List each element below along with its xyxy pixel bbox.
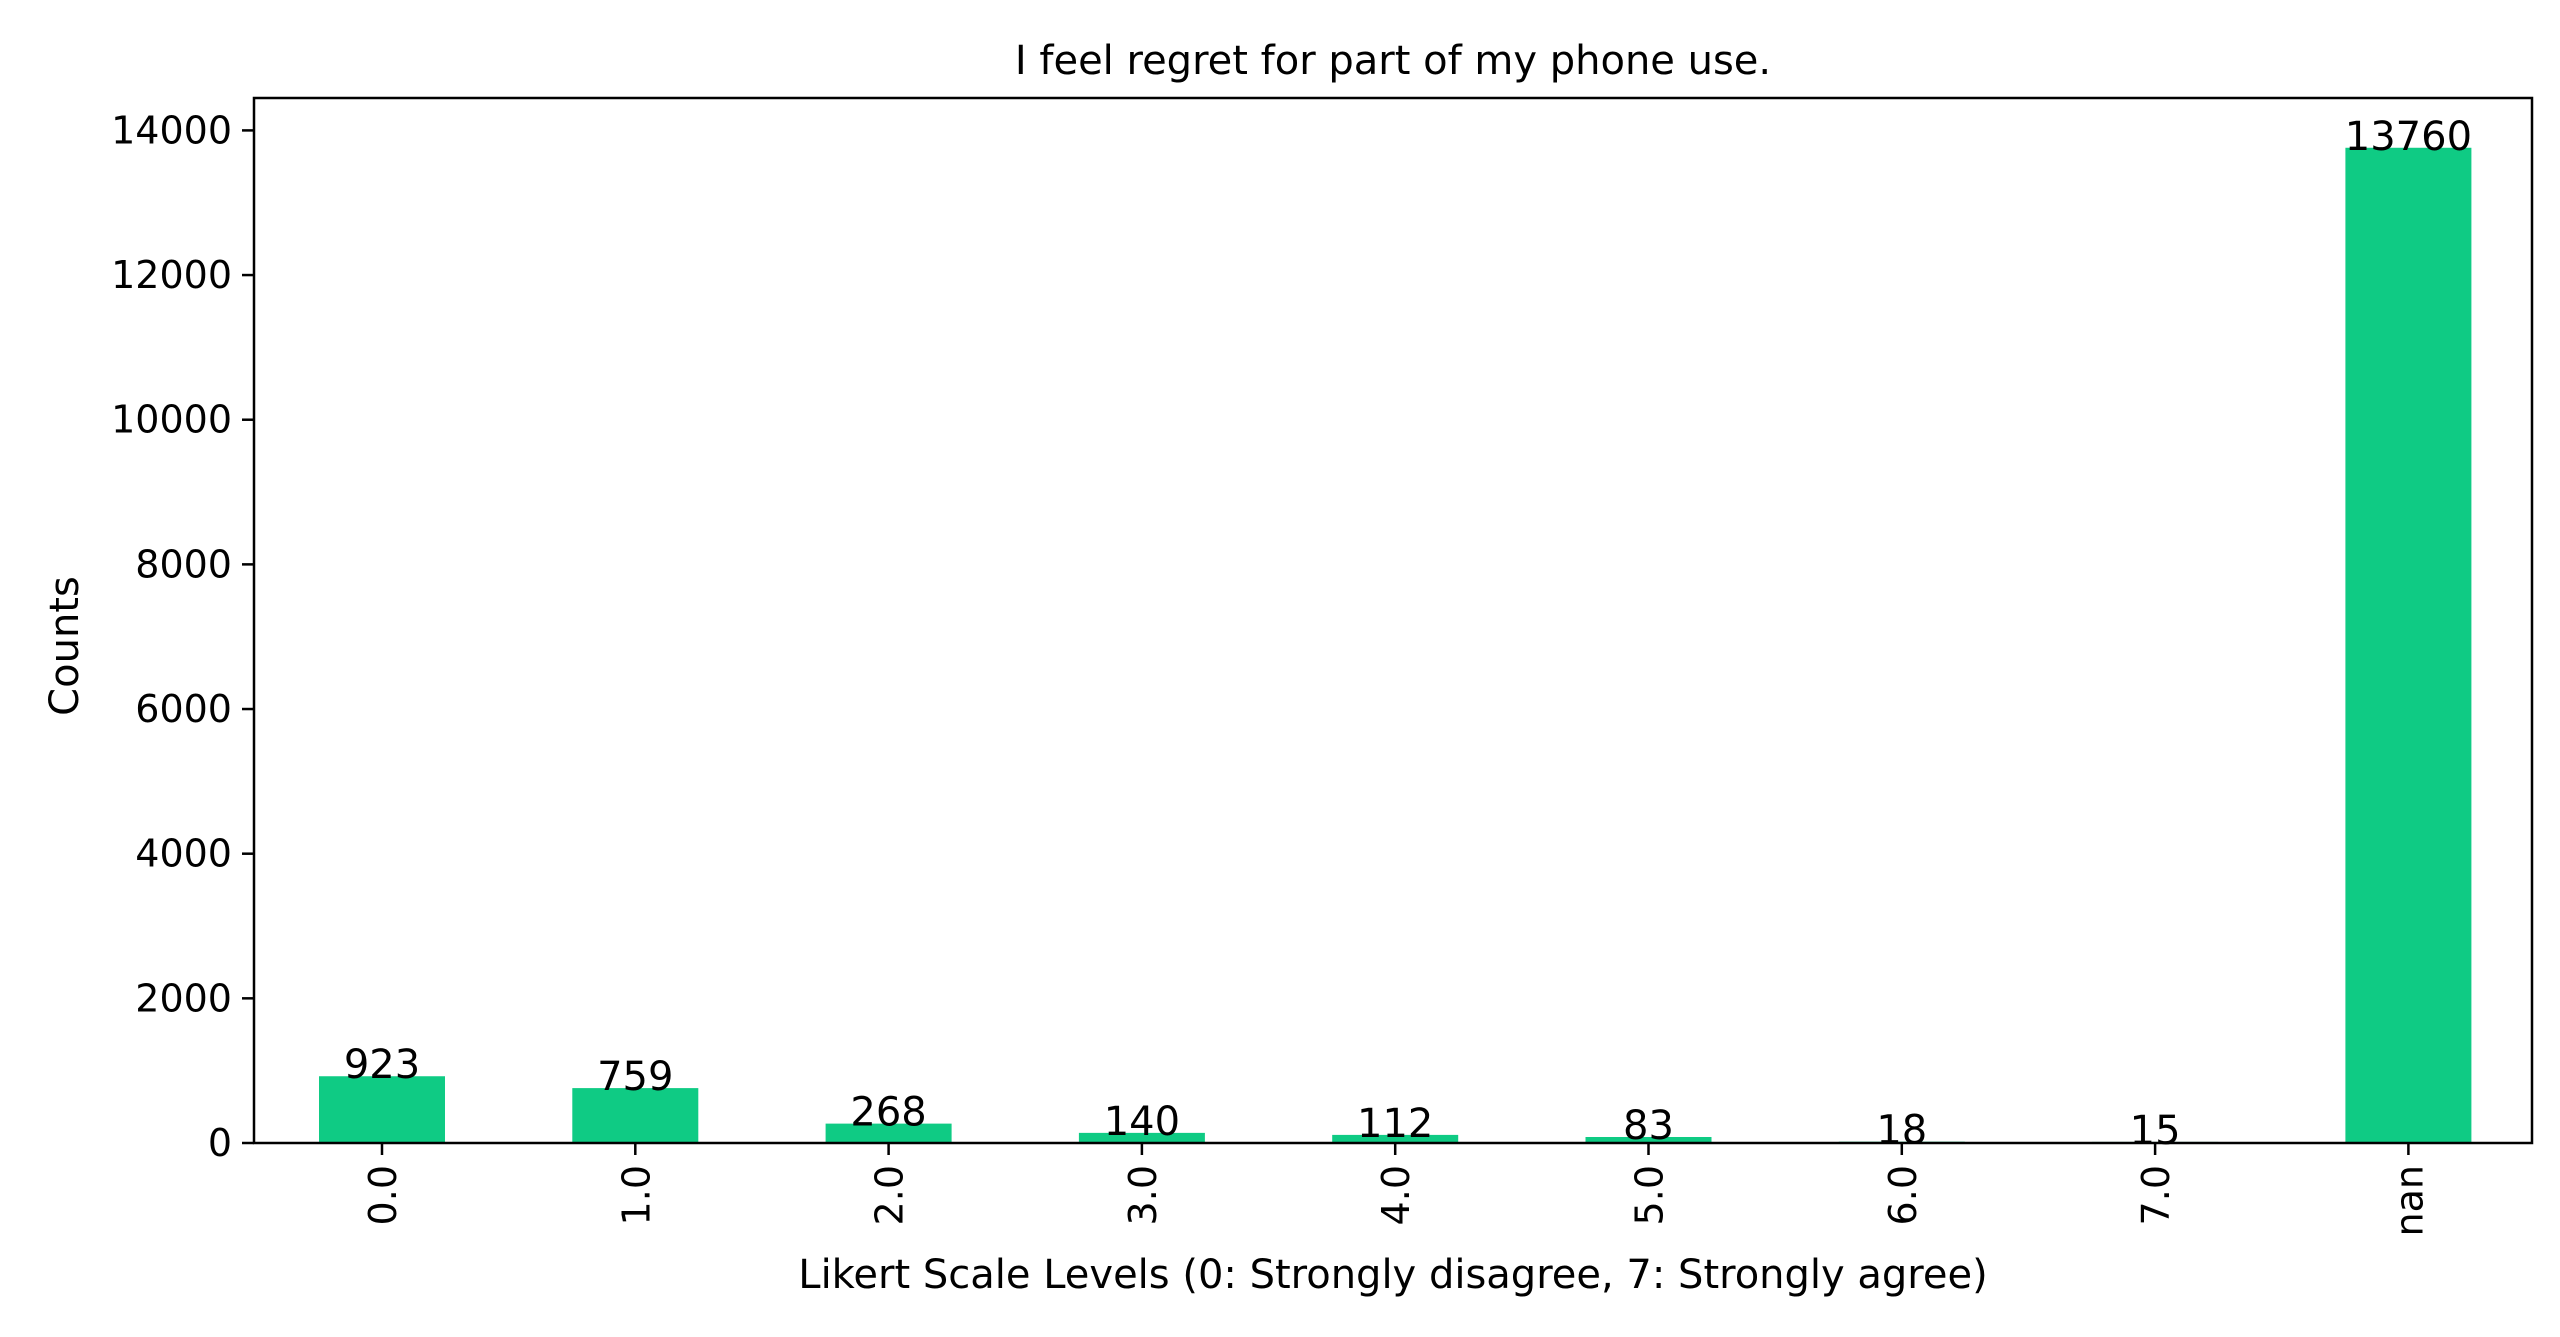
x-tick-label: 7.0 <box>2134 1165 2178 1225</box>
bar-value-label: 112 <box>1357 1101 1433 1147</box>
y-tick-label: 10000 <box>111 398 232 442</box>
bar <box>572 1088 699 1143</box>
x-tick-label: 2.0 <box>868 1165 912 1225</box>
y-axis: 0 2000 4000 6000 8000 10000 12000 14000 <box>111 108 254 1165</box>
bar <box>319 1076 445 1143</box>
x-tick-label: 5.0 <box>1628 1165 1672 1225</box>
bar-value-label: 759 <box>597 1054 673 1100</box>
y-tick-label: 2000 <box>135 976 232 1020</box>
x-tick-label: 1.0 <box>614 1165 658 1225</box>
y-axis-label: Counts <box>42 576 88 716</box>
x-tick-label: nan <box>2387 1165 2431 1236</box>
x-tick-label: 3.0 <box>1121 1165 1165 1225</box>
bars <box>319 147 2472 1143</box>
bar-value-label: 18 <box>1876 1108 1927 1154</box>
bar <box>825 1123 952 1143</box>
y-tick-label: 6000 <box>135 687 232 731</box>
bar-labels: 923 759 268 140 112 83 18 15 13760 <box>344 114 2472 1154</box>
bar-value-label: 268 <box>850 1090 926 1136</box>
y-tick-label: 12000 <box>111 253 232 297</box>
bar-value-label: 140 <box>1104 1099 1180 1145</box>
bar-value-label: 923 <box>344 1042 420 1088</box>
plot-frame <box>252 96 2534 1145</box>
y-tick-label: 8000 <box>135 542 232 586</box>
x-tick-label: 4.0 <box>1374 1165 1418 1225</box>
bar-value-label: 13760 <box>2345 114 2472 160</box>
chart-title: I feel regret for part of my phone use. <box>1015 38 1771 84</box>
x-axis: 0.0 1.0 2.0 3.0 4.0 5.0 6.0 7.0 nan <box>361 1143 2431 1236</box>
x-axis-label: Likert Scale Levels (0: Strongly disagre… <box>798 1252 1987 1298</box>
x-tick-label: 0.0 <box>361 1165 405 1225</box>
y-tick-label: 4000 <box>135 832 232 876</box>
bar-value-label: 83 <box>1623 1103 1674 1149</box>
bar <box>2345 147 2472 1143</box>
y-tick-label: 0 <box>208 1121 232 1165</box>
y-tick-label: 14000 <box>111 108 232 152</box>
x-tick-label: 6.0 <box>1881 1165 1925 1225</box>
bar <box>1585 1136 1712 1143</box>
bar <box>1078 1132 1205 1143</box>
bar-value-label: 15 <box>2130 1108 2181 1154</box>
bar <box>1332 1134 1459 1143</box>
